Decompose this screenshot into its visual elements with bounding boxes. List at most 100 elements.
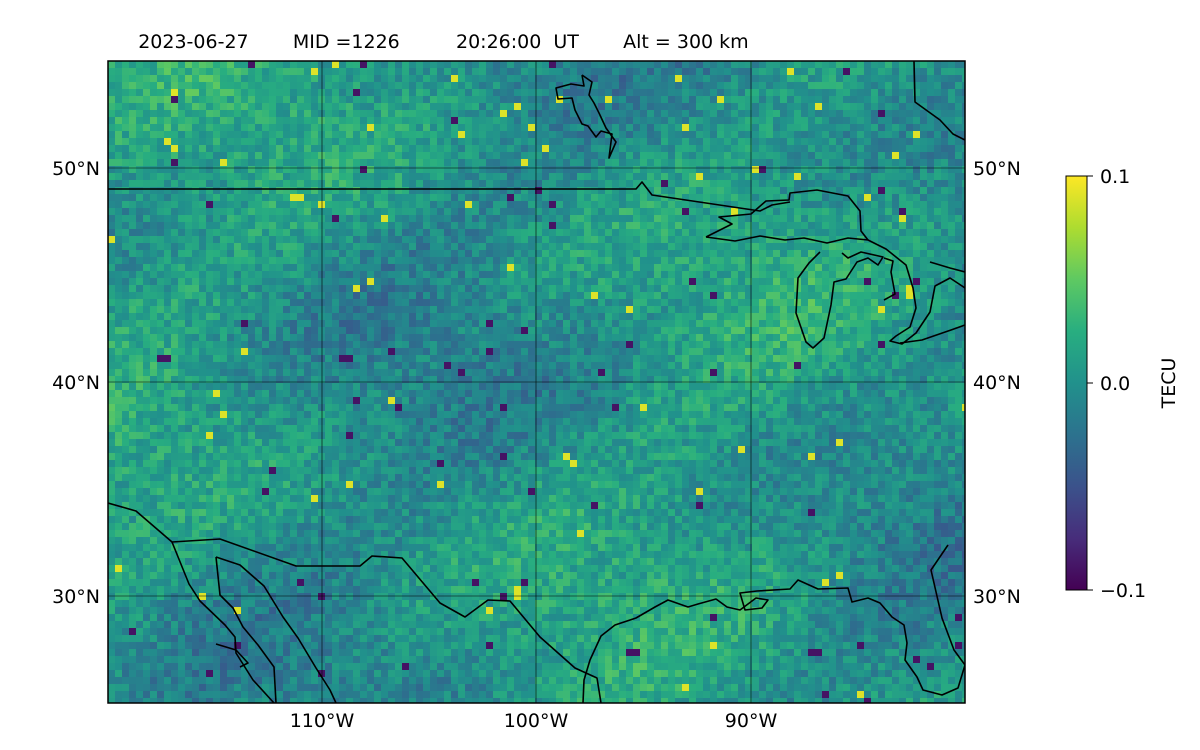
tec-cell (528, 194, 536, 202)
tec-cell (129, 110, 137, 118)
tec-cell (941, 103, 949, 111)
tec-cell (297, 152, 305, 160)
tec-cell (913, 292, 921, 300)
tec-cell (528, 75, 536, 83)
tec-cell (745, 313, 753, 321)
tec-cell (633, 152, 641, 160)
tec-cell (801, 222, 809, 230)
tec-cell (360, 292, 368, 300)
tec-cell (535, 194, 543, 202)
tec-cell (927, 313, 935, 321)
tec-cell (157, 187, 165, 195)
tec-cell (157, 313, 165, 321)
tec-cell (346, 82, 354, 90)
tec-cell (703, 313, 711, 321)
tec-cell (878, 257, 886, 265)
tec-cell (626, 159, 634, 167)
tec-cell (787, 222, 795, 230)
tec-cell (640, 292, 648, 300)
tec-cell (815, 117, 823, 125)
tec-cell (136, 96, 144, 104)
tec-cell (647, 299, 655, 307)
tec-cell (269, 201, 277, 209)
tec-cell (164, 299, 172, 307)
tec-cell (360, 152, 368, 160)
tec-cell (304, 243, 312, 251)
tec-cell (255, 236, 263, 244)
tec-cell (122, 264, 130, 272)
tec-cell (605, 75, 613, 83)
tec-cell (171, 292, 179, 300)
tec-cell (199, 334, 207, 342)
tec-cell (633, 82, 641, 90)
tec-cell (507, 61, 515, 69)
tec-cell (745, 292, 753, 300)
tec-cell (696, 159, 704, 167)
tec-cell (423, 75, 431, 83)
tec-cell (206, 89, 214, 97)
tec-cell (745, 257, 753, 265)
tec-cell (787, 194, 795, 202)
tec-cell (143, 236, 151, 244)
tec-cell (360, 201, 368, 209)
tec-cell (843, 257, 851, 265)
tec-cell (458, 320, 466, 328)
tec-cell (899, 306, 907, 314)
tec-cell (934, 131, 942, 139)
tec-cell (822, 96, 830, 104)
tec-cell (780, 327, 788, 335)
tec-cell (591, 285, 599, 293)
tec-cell (248, 131, 256, 139)
tec-cell (143, 82, 151, 90)
tec-cell (962, 103, 965, 111)
tec-cell (647, 194, 655, 202)
tec-cell (815, 194, 823, 202)
tec-cell (192, 306, 200, 314)
tec-cell (409, 250, 417, 258)
tec-cell (549, 285, 557, 293)
tec-cell (465, 236, 473, 244)
tec-cell (178, 61, 186, 69)
tec-cell (451, 89, 459, 97)
tec-cell (507, 68, 515, 76)
tec-cell (675, 68, 683, 76)
tec-cell (185, 173, 193, 181)
tec-cell (136, 103, 144, 111)
tec-cell (682, 138, 690, 146)
tec-cell (122, 250, 130, 258)
tec-cell (367, 271, 375, 279)
tec-cell (171, 271, 179, 279)
tec-cell (927, 271, 935, 279)
tec-cell (108, 117, 116, 125)
tec-cell (283, 194, 291, 202)
tec-cell (507, 222, 515, 230)
tec-cell (892, 215, 900, 223)
tec-cell (759, 271, 767, 279)
tec-cell (192, 68, 200, 76)
tec-cell (374, 110, 382, 118)
tec-cell (892, 68, 900, 76)
tec-cell (486, 187, 494, 195)
tec-cell (108, 299, 116, 307)
tec-cell (234, 89, 242, 97)
tec-cell (577, 180, 585, 188)
tec-cell (493, 257, 501, 265)
tec-cell (479, 327, 487, 335)
tec-cell (801, 138, 809, 146)
tec-cell (367, 75, 375, 83)
tec-cell (731, 187, 739, 195)
tec-cell (913, 243, 921, 251)
tec-cell (577, 257, 585, 265)
tec-cell (213, 222, 221, 230)
tec-cell (927, 201, 935, 209)
tec-cell (108, 75, 116, 83)
tec-cell (906, 110, 914, 118)
tec-cell (934, 250, 942, 258)
tec-cell (521, 292, 529, 300)
tec-cell (507, 243, 515, 251)
tec-cell (241, 257, 249, 265)
tec-cell (430, 278, 438, 286)
tec-cell (493, 138, 501, 146)
tec-cell (724, 327, 732, 335)
tec-cell (269, 145, 277, 153)
